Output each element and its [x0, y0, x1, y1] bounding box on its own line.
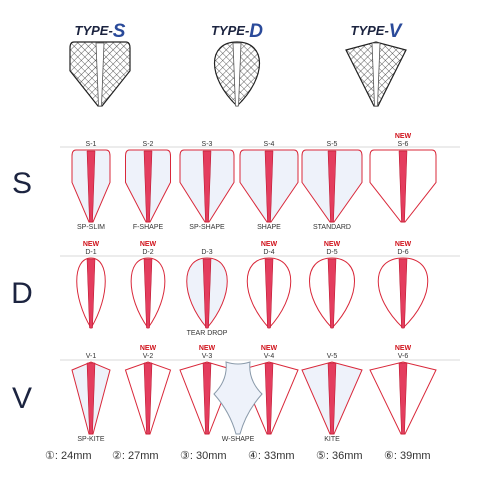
flight-code: S-3 — [202, 141, 213, 148]
type-prefix: TYPE- — [211, 23, 249, 38]
flight-stem — [202, 362, 212, 435]
size-label: ④: 33mm — [248, 450, 295, 462]
flight-name: SHAPE — [257, 224, 281, 231]
flight-stem — [143, 258, 153, 329]
flight-code: D-4 — [263, 249, 274, 256]
flight-code: D-1 — [85, 249, 96, 256]
flight-name: SP-SLIM — [77, 224, 105, 231]
flight-stem — [143, 150, 153, 223]
flight-stem — [86, 258, 96, 329]
flight-stem — [86, 150, 96, 223]
type-title: TYPE-D — [211, 21, 263, 42]
type-prefix: TYPE- — [351, 23, 389, 38]
row-letter: D — [11, 277, 33, 310]
row-letter: S — [12, 167, 32, 200]
size-label: ①: 24mm — [45, 450, 92, 462]
new-badge: NEW — [140, 241, 157, 248]
flight-code: D-3 — [201, 249, 212, 256]
flight-code: D-5 — [326, 249, 337, 256]
type-letter: V — [389, 21, 403, 42]
flight-code: V-5 — [327, 353, 338, 360]
flight-stem — [398, 362, 408, 435]
size-label: ②: 27mm — [112, 450, 159, 462]
flight-name: F-SHAPE — [133, 224, 164, 231]
new-badge: NEW — [261, 345, 278, 352]
type-prefix: TYPE- — [75, 23, 113, 38]
flight-code: D-6 — [397, 249, 408, 256]
size-label: ③: 30mm — [180, 450, 227, 462]
size-label: ⑤: 36mm — [316, 450, 363, 462]
type-letter: S — [113, 21, 126, 42]
type-icon-stem — [232, 42, 242, 107]
new-badge: NEW — [140, 345, 157, 352]
flight-stem — [202, 258, 212, 329]
new-badge: NEW — [199, 345, 216, 352]
flight-stem — [143, 362, 153, 435]
flight-code: S-4 — [264, 141, 275, 148]
flight-stem — [86, 362, 96, 435]
flight-code: S-1 — [86, 141, 97, 148]
new-badge: NEW — [83, 241, 100, 248]
flight-stem — [264, 258, 274, 329]
flight-code: V-1 — [86, 353, 97, 360]
flight-name: STANDARD — [313, 224, 351, 231]
type-title: TYPE-V — [351, 21, 403, 42]
type-icon-stem — [371, 42, 381, 107]
flight-stem — [327, 258, 337, 329]
new-badge: NEW — [395, 133, 412, 140]
new-badge: NEW — [324, 241, 341, 248]
flight-stem — [264, 362, 274, 435]
flight-code: D-2 — [142, 249, 153, 256]
flight-stem — [398, 150, 408, 223]
flight-stem — [264, 150, 274, 223]
flight-name: SP-SHAPE — [189, 224, 225, 231]
flight-stem — [327, 150, 337, 223]
size-label: ⑥: 39mm — [384, 450, 431, 462]
flight-code: S-2 — [143, 141, 154, 148]
w-shape-name: W-SHAPE — [222, 436, 255, 443]
w-shape — [213, 361, 263, 435]
flight-stem — [327, 362, 337, 435]
flight-code: V-4 — [264, 353, 275, 360]
new-badge: NEW — [395, 345, 412, 352]
flight-code: V-6 — [398, 353, 409, 360]
flight-code: V-3 — [202, 353, 213, 360]
type-icon-stem — [95, 42, 105, 107]
flight-code: S-6 — [398, 141, 409, 148]
flight-name: SP-KITE — [77, 436, 105, 443]
flight-name: KITE — [324, 436, 340, 443]
flight-code: V-2 — [143, 353, 154, 360]
flight-stem — [398, 258, 408, 329]
flight-stem — [202, 150, 212, 223]
new-badge: NEW — [395, 241, 412, 248]
flight-name: TEAR DROP — [187, 330, 228, 337]
type-letter: D — [249, 21, 263, 42]
flight-code: S-5 — [327, 141, 338, 148]
row-letter: V — [12, 382, 32, 415]
new-badge: NEW — [261, 241, 278, 248]
type-title: TYPE-S — [75, 21, 126, 42]
